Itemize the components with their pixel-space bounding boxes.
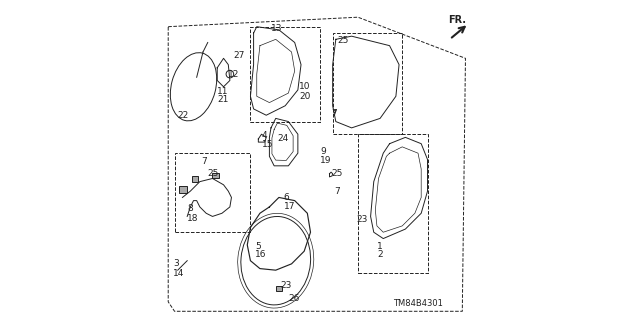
Text: TM84B4301: TM84B4301: [393, 299, 443, 308]
Bar: [250, 27, 320, 122]
Text: 21: 21: [217, 95, 228, 104]
Text: 15: 15: [262, 140, 273, 149]
Text: 17: 17: [284, 202, 295, 211]
Text: 2: 2: [377, 250, 383, 259]
Text: 4: 4: [262, 131, 267, 140]
Text: 7: 7: [331, 109, 337, 118]
Text: 23: 23: [356, 215, 368, 224]
Text: 14: 14: [173, 269, 184, 278]
Text: FR.: FR.: [448, 15, 466, 26]
Text: 25: 25: [331, 169, 342, 178]
Text: 9: 9: [320, 147, 326, 156]
Bar: [192, 176, 198, 182]
Bar: [276, 286, 282, 291]
Text: 10: 10: [300, 82, 311, 91]
Text: 7: 7: [334, 187, 340, 196]
Text: 20: 20: [300, 92, 311, 101]
Text: 11: 11: [217, 87, 228, 96]
Text: 7: 7: [202, 157, 207, 166]
Text: 5: 5: [255, 242, 261, 251]
Bar: [358, 134, 428, 273]
Text: 19: 19: [320, 156, 332, 165]
Bar: [333, 33, 402, 134]
Text: 13: 13: [271, 24, 282, 33]
Text: 6: 6: [284, 193, 289, 202]
Text: 25: 25: [337, 36, 349, 45]
Text: 24: 24: [277, 134, 289, 144]
Text: 26: 26: [289, 294, 300, 303]
Text: 27: 27: [233, 51, 244, 60]
Text: 12: 12: [228, 70, 239, 78]
Text: 25: 25: [208, 169, 219, 178]
Text: 8: 8: [187, 204, 193, 213]
Text: 16: 16: [255, 250, 267, 259]
Text: 3: 3: [173, 259, 179, 268]
Bar: [212, 173, 219, 178]
Text: 1: 1: [377, 242, 383, 251]
Bar: [175, 153, 250, 232]
Text: 18: 18: [187, 213, 198, 222]
Bar: [179, 186, 187, 193]
Text: 22: 22: [178, 111, 189, 120]
Text: 23: 23: [280, 281, 292, 291]
